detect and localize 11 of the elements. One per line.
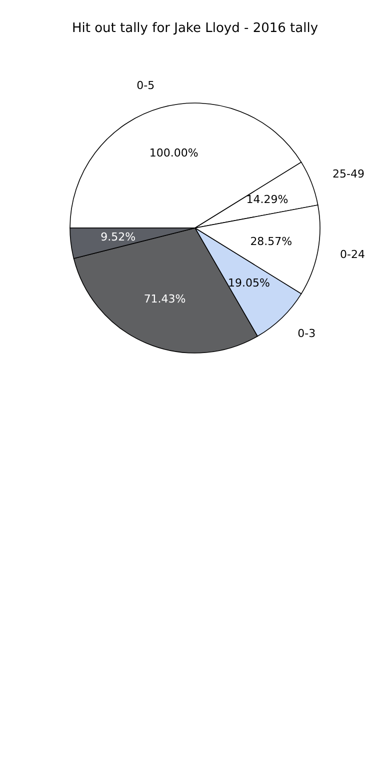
data-label: 71.43% xyxy=(144,292,186,306)
data-label: 28.57% xyxy=(250,235,292,248)
data-label: 19.05% xyxy=(228,276,270,290)
data-label: 100.00% xyxy=(149,146,198,160)
chart-title: Hit out tally for Jake Lloyd - 2016 tally xyxy=(72,21,318,36)
slice-label: 0-3 xyxy=(298,326,316,340)
data-label: 9.52% xyxy=(100,230,136,244)
slice-label: 0-5 xyxy=(136,79,155,92)
slice-label: 0-24 xyxy=(340,248,365,262)
data-label: 14.29% xyxy=(246,193,288,206)
slice-label: 25-49 xyxy=(332,168,365,181)
